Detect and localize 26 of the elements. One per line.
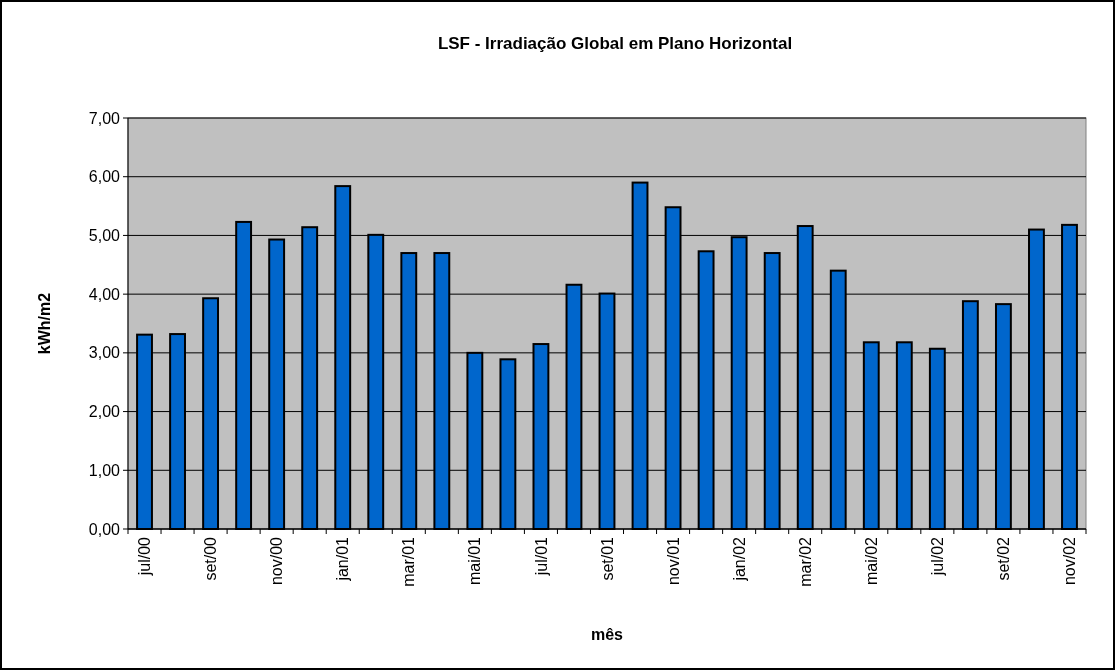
y-axis-title: kWh/m2 xyxy=(36,292,53,355)
x-tick-label: jan/02 xyxy=(730,536,748,582)
x-tick-label: jul/00 xyxy=(136,536,154,577)
y-tick-label: 4,00 xyxy=(88,285,121,303)
x-tick-label: mar/02 xyxy=(796,536,814,587)
x-tick-label: set/02 xyxy=(995,536,1013,581)
y-tick-label: 1,00 xyxy=(88,461,121,479)
x-tick-label: jan/01 xyxy=(334,536,352,582)
x-tick-label: jul/01 xyxy=(532,536,550,577)
y-tick-label: 5,00 xyxy=(88,227,121,245)
x-tick-label: nov/02 xyxy=(1061,536,1079,586)
x-tick-label: jul/02 xyxy=(928,536,946,577)
x-tick-label: nov/01 xyxy=(664,536,682,586)
chart-title: LSF - Irradiação Global em Plano Horizontal xyxy=(437,34,793,53)
x-tick-label: mai/02 xyxy=(862,536,880,586)
x-tick-label: mar/01 xyxy=(400,536,418,587)
x-tick-label: nov/00 xyxy=(268,536,286,586)
y-tick-label: 3,00 xyxy=(88,344,121,362)
y-tick-label: 0,00 xyxy=(88,520,121,538)
y-tick-label: 2,00 xyxy=(88,403,121,421)
x-tick-label: mai/01 xyxy=(466,536,484,586)
y-tick-label: 7,00 xyxy=(88,109,121,127)
x-tick-label: set/01 xyxy=(598,536,616,581)
x-axis-title: mês xyxy=(590,626,624,643)
x-tick-label: set/00 xyxy=(202,536,220,581)
y-tick-label: 6,00 xyxy=(88,168,121,186)
